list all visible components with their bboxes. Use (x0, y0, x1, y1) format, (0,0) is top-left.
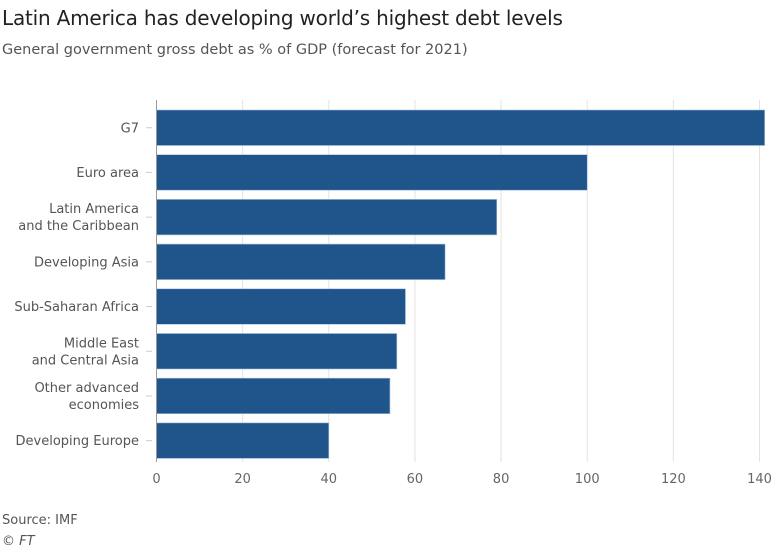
x-tick-label: 20 (234, 472, 251, 487)
category-label: Latin America (49, 202, 139, 217)
x-tick-label: 80 (493, 472, 510, 487)
bar (156, 288, 406, 325)
category-label: Developing Europe (16, 434, 139, 449)
category-label: Middle East (64, 336, 139, 351)
chart-title: Latin America has developing world’s hig… (2, 6, 563, 30)
category-label: and Central Asia (32, 353, 139, 368)
category-label: economies (69, 398, 140, 413)
source-note: Source: IMF (2, 513, 78, 528)
category-label: G7 (121, 121, 139, 136)
chart-subtitle: General government gross debt as % of GD… (2, 42, 468, 58)
x-tick-label: 140 (747, 472, 772, 487)
bar (156, 109, 765, 146)
credit-note: © FT (2, 534, 35, 549)
bar (156, 377, 391, 415)
category-label: and the Caribbean (18, 219, 139, 234)
x-tick-label: 60 (407, 472, 424, 487)
x-tick-label: 120 (661, 472, 686, 487)
x-tick-label: 100 (575, 472, 600, 487)
bar (156, 199, 498, 236)
bar (156, 154, 588, 191)
x-tick-label: 0 (152, 472, 160, 487)
bar (156, 422, 330, 459)
x-tick-label: 40 (321, 472, 338, 487)
category-label: Euro area (76, 166, 139, 181)
category-label: Other advanced (34, 381, 139, 396)
category-label: Developing Asia (34, 255, 139, 270)
category-label: Sub-Saharan Africa (14, 300, 139, 315)
bar (156, 333, 398, 370)
bar (156, 243, 446, 280)
